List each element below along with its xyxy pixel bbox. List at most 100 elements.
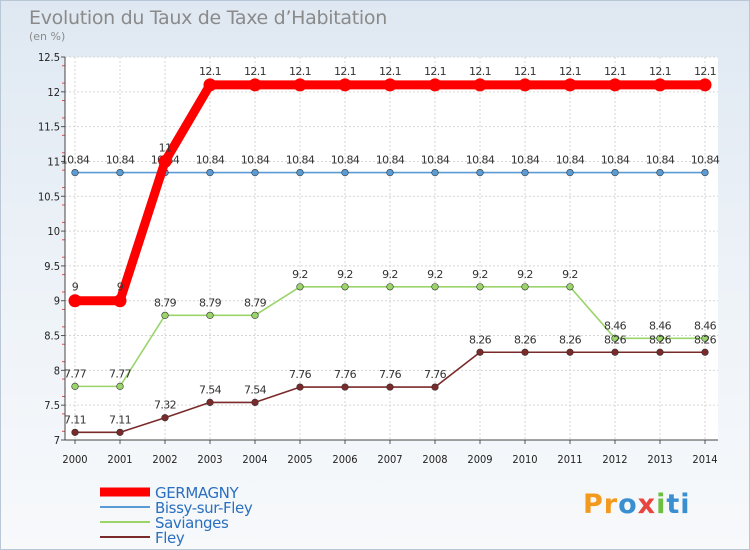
y-tick-label: 10 xyxy=(47,225,60,238)
data-label: 9.2 xyxy=(562,268,578,281)
data-point xyxy=(563,78,577,92)
data-point xyxy=(296,383,304,391)
data-point xyxy=(521,348,529,356)
data-point xyxy=(341,168,349,177)
data-point xyxy=(611,348,619,356)
data-point xyxy=(206,168,214,177)
data-point xyxy=(701,334,709,342)
data-label: 10.84 xyxy=(241,154,270,167)
proxiti-logo: Proxiti xyxy=(583,489,691,520)
data-label: 8.26 xyxy=(514,333,537,346)
data-label: 12.1 xyxy=(649,65,671,78)
data-point xyxy=(566,348,574,356)
data-label: 7.77 xyxy=(109,367,132,380)
data-point xyxy=(473,78,487,92)
data-label: 12.1 xyxy=(469,65,491,78)
data-label: 10.84 xyxy=(331,154,360,167)
data-label: 8.46 xyxy=(649,319,672,332)
x-tick-label: 2003 xyxy=(197,453,222,466)
y-tick-label: 11 xyxy=(47,155,60,168)
legend-label: Bissy-sur-Fley xyxy=(155,499,253,517)
series-bissy-sur-fley: 10.84 10.84 10.84 10.84 10.84 10.84 10.84 10.84… xyxy=(61,154,720,177)
data-point xyxy=(341,383,349,391)
series-savianges: 7.77 7.77 8.79 8.79 8.79 9.2 9.2 9.2 9.2 9.2 9.2 9.… xyxy=(64,268,717,390)
data-point xyxy=(161,311,169,319)
data-label: 10.84 xyxy=(466,154,495,167)
data-label: 9.2 xyxy=(472,268,488,281)
data-point xyxy=(656,334,664,342)
data-label: 12.1 xyxy=(604,65,626,78)
x-tick-label: 2002 xyxy=(152,453,177,466)
data-label: 10.84 xyxy=(196,154,225,167)
data-point xyxy=(611,334,619,342)
data-point xyxy=(71,382,79,390)
x-tick-label: 2007 xyxy=(377,453,402,466)
data-point xyxy=(71,168,79,177)
data-label: 10.84 xyxy=(691,154,720,167)
y-tick-label: 12 xyxy=(47,86,60,99)
data-point xyxy=(158,154,172,168)
data-point xyxy=(206,311,214,319)
data-label: 7.76 xyxy=(289,368,312,381)
data-label: 10.84 xyxy=(106,154,135,167)
data-label: 7.76 xyxy=(379,368,402,381)
data-point xyxy=(341,283,349,291)
x-tick-label: 2005 xyxy=(287,453,312,466)
data-point xyxy=(476,283,484,291)
data-label: 12.1 xyxy=(559,65,581,78)
data-point xyxy=(116,428,124,436)
x-tick-label: 2012 xyxy=(602,453,627,466)
data-label: 8.26 xyxy=(694,333,717,346)
data-point xyxy=(518,78,532,92)
data-label: 9.2 xyxy=(337,268,353,281)
data-point xyxy=(383,78,397,92)
data-label: 8.46 xyxy=(694,319,717,332)
data-label: 7.76 xyxy=(334,368,357,381)
data-label: 7.76 xyxy=(424,368,447,381)
chart-title: Evolution du Taux de Taxe d’Habitation xyxy=(29,7,387,29)
y-tick-label: 7.5 xyxy=(44,399,60,412)
data-point xyxy=(431,283,439,291)
data-point xyxy=(431,383,439,391)
series-germagny: 9 9 11 12.1 12.1 12.1 12.1 12.1 12.1 12.1 12.1 12.1… xyxy=(68,65,717,308)
data-point xyxy=(161,414,169,422)
x-tick-label: 2001 xyxy=(107,453,132,466)
data-point xyxy=(653,78,667,92)
data-label: 9 xyxy=(117,281,124,294)
x-tick-label: 2000 xyxy=(62,453,87,466)
data-point xyxy=(521,283,529,291)
data-label: 10.84 xyxy=(421,154,450,167)
y-tick-label: 10.5 xyxy=(38,190,60,203)
data-point xyxy=(338,78,352,92)
data-label: 8.79 xyxy=(154,296,177,309)
data-label: 9 xyxy=(72,281,79,294)
data-point xyxy=(386,168,394,177)
data-label: 12.1 xyxy=(379,65,401,78)
data-label: 12.1 xyxy=(334,65,356,78)
legend-label: Fley xyxy=(155,529,185,547)
data-point xyxy=(428,78,442,92)
data-label: 7.54 xyxy=(244,383,267,396)
data-point xyxy=(203,78,217,92)
data-label: 7.77 xyxy=(64,367,87,380)
x-tick-label: 2013 xyxy=(647,453,672,466)
y-tick-label: 7 xyxy=(54,434,60,447)
y-tick-label: 9.5 xyxy=(44,260,60,273)
x-tick-label: 2014 xyxy=(692,453,717,466)
data-point xyxy=(296,168,304,177)
y-tick-label: 11.5 xyxy=(38,121,60,134)
data-label: 7.11 xyxy=(109,413,131,426)
data-label: 8.26 xyxy=(649,333,672,346)
data-label: 11 xyxy=(159,141,172,154)
data-point xyxy=(656,348,664,356)
data-point xyxy=(116,382,124,390)
data-point xyxy=(698,78,712,92)
y-tick-label: 12.5 xyxy=(38,51,60,64)
x-tick-label: 2009 xyxy=(467,453,492,466)
data-point xyxy=(476,348,484,356)
data-label: 12.1 xyxy=(424,65,446,78)
data-label: 8.26 xyxy=(469,333,492,346)
data-point xyxy=(386,383,394,391)
data-label: 12.1 xyxy=(199,65,221,78)
data-point xyxy=(521,168,529,177)
